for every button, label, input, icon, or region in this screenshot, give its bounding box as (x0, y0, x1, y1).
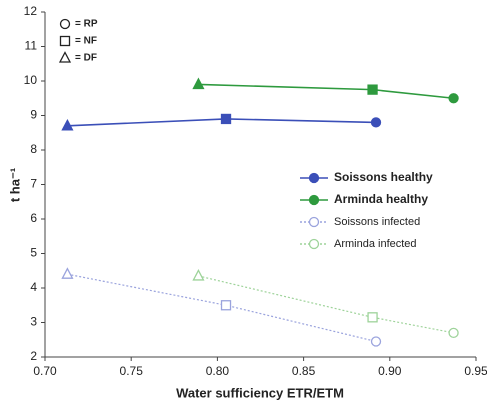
x-tick-label: 0.70 (33, 364, 57, 378)
legend-label: Soissons infected (334, 216, 420, 228)
marker (370, 117, 382, 128)
legend-marker (308, 238, 320, 250)
marker (220, 300, 232, 311)
x-tick-label: 0.95 (464, 364, 487, 378)
y-axis-label: t ha⁻¹ (7, 168, 22, 202)
series-line (198, 83, 454, 100)
y-tick-label: 5 (30, 246, 37, 260)
series-line (198, 275, 454, 334)
y-tick-label: 3 (30, 315, 37, 329)
marker (448, 327, 459, 339)
y-tick-label: 7 (30, 177, 37, 191)
marker-key-label: = DF (75, 53, 97, 64)
x-axis-label: Water sufficiency ETR/ETM (176, 385, 344, 400)
y-tick-label: 11 (25, 39, 38, 53)
marker-key-label: = RP (75, 19, 98, 30)
marker (367, 84, 378, 95)
marker (192, 77, 205, 90)
legend-label: Soissons healthy (334, 170, 433, 184)
legend-marker (308, 172, 320, 184)
y-tick-label: 9 (30, 108, 37, 122)
marker (448, 93, 459, 104)
y-tick-label: 4 (30, 280, 37, 294)
marker (370, 336, 382, 347)
x-tick-label: 0.85 (292, 364, 316, 378)
marker (367, 312, 378, 323)
legend-label: Arminda healthy (334, 192, 428, 206)
y-tick-label: 12 (24, 4, 38, 18)
marker (220, 113, 232, 125)
marker-key-symbol (59, 18, 71, 30)
x-tick-label: 0.80 (206, 364, 230, 378)
legend-marker (308, 216, 320, 228)
y-tick-label: 10 (24, 73, 38, 87)
marker (61, 118, 74, 131)
marker-key-label: = NF (75, 36, 97, 47)
x-tick-label: 0.90 (378, 364, 402, 378)
marker (192, 269, 205, 281)
x-tick-label: 0.75 (120, 364, 144, 378)
marker-key-symbol (58, 51, 72, 63)
legend-marker (308, 194, 320, 206)
y-tick-label: 8 (30, 142, 37, 156)
y-tick-label: 2 (30, 349, 37, 363)
y-tick-label: 6 (30, 211, 37, 225)
legend-label: Arminda infected (334, 238, 417, 250)
marker-key-symbol (59, 35, 71, 47)
marker (61, 267, 74, 279)
